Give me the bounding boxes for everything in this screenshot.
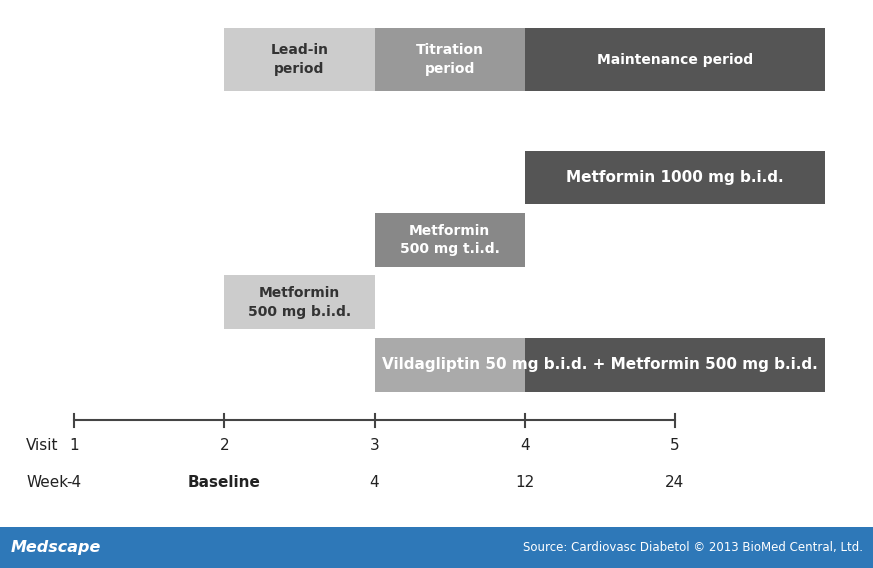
Text: 12: 12 [515, 475, 534, 490]
Bar [375, 28, 525, 91]
Text: Titration
period: Titration period [416, 43, 484, 76]
Text: Lead-in
period: Lead-in period [271, 43, 328, 76]
Text: Week: Week [26, 475, 68, 490]
Text: Baseline: Baseline [188, 475, 261, 490]
Text: Metformin
500 mg t.i.d.: Metformin 500 mg t.i.d. [400, 224, 499, 256]
Text: 4: 4 [369, 475, 380, 490]
Text: Maintenance period: Maintenance period [597, 53, 753, 66]
Text: Medscape: Medscape [10, 540, 101, 555]
Text: 2: 2 [219, 438, 230, 453]
Bar [375, 213, 525, 267]
Bar [525, 28, 825, 91]
Text: Vildagliptin 50 mg b.i.d. + Metformin 500 mg b.i.d.: Vildagliptin 50 mg b.i.d. + Metformin 50… [382, 357, 818, 373]
Text: 3: 3 [369, 438, 380, 453]
Text: 24: 24 [665, 475, 684, 490]
Text: Visit: Visit [26, 438, 58, 453]
Text: 4: 4 [519, 438, 530, 453]
Text: Metformin 1000 mg b.i.d.: Metformin 1000 mg b.i.d. [566, 170, 784, 185]
Text: Source: Cardiovasc Diabetol © 2013 BioMed Central, Ltd.: Source: Cardiovasc Diabetol © 2013 BioMe… [523, 541, 863, 554]
Bar [224, 28, 375, 91]
Text: 5: 5 [670, 438, 680, 453]
Bar [375, 338, 525, 392]
Text: Metformin
500 mg b.i.d.: Metformin 500 mg b.i.d. [248, 286, 351, 319]
Bar [224, 275, 375, 329]
Text: -4: -4 [66, 475, 82, 490]
Bar [525, 151, 825, 204]
Bar [525, 338, 825, 392]
Text: 1: 1 [69, 438, 79, 453]
Bar [0, 527, 873, 568]
